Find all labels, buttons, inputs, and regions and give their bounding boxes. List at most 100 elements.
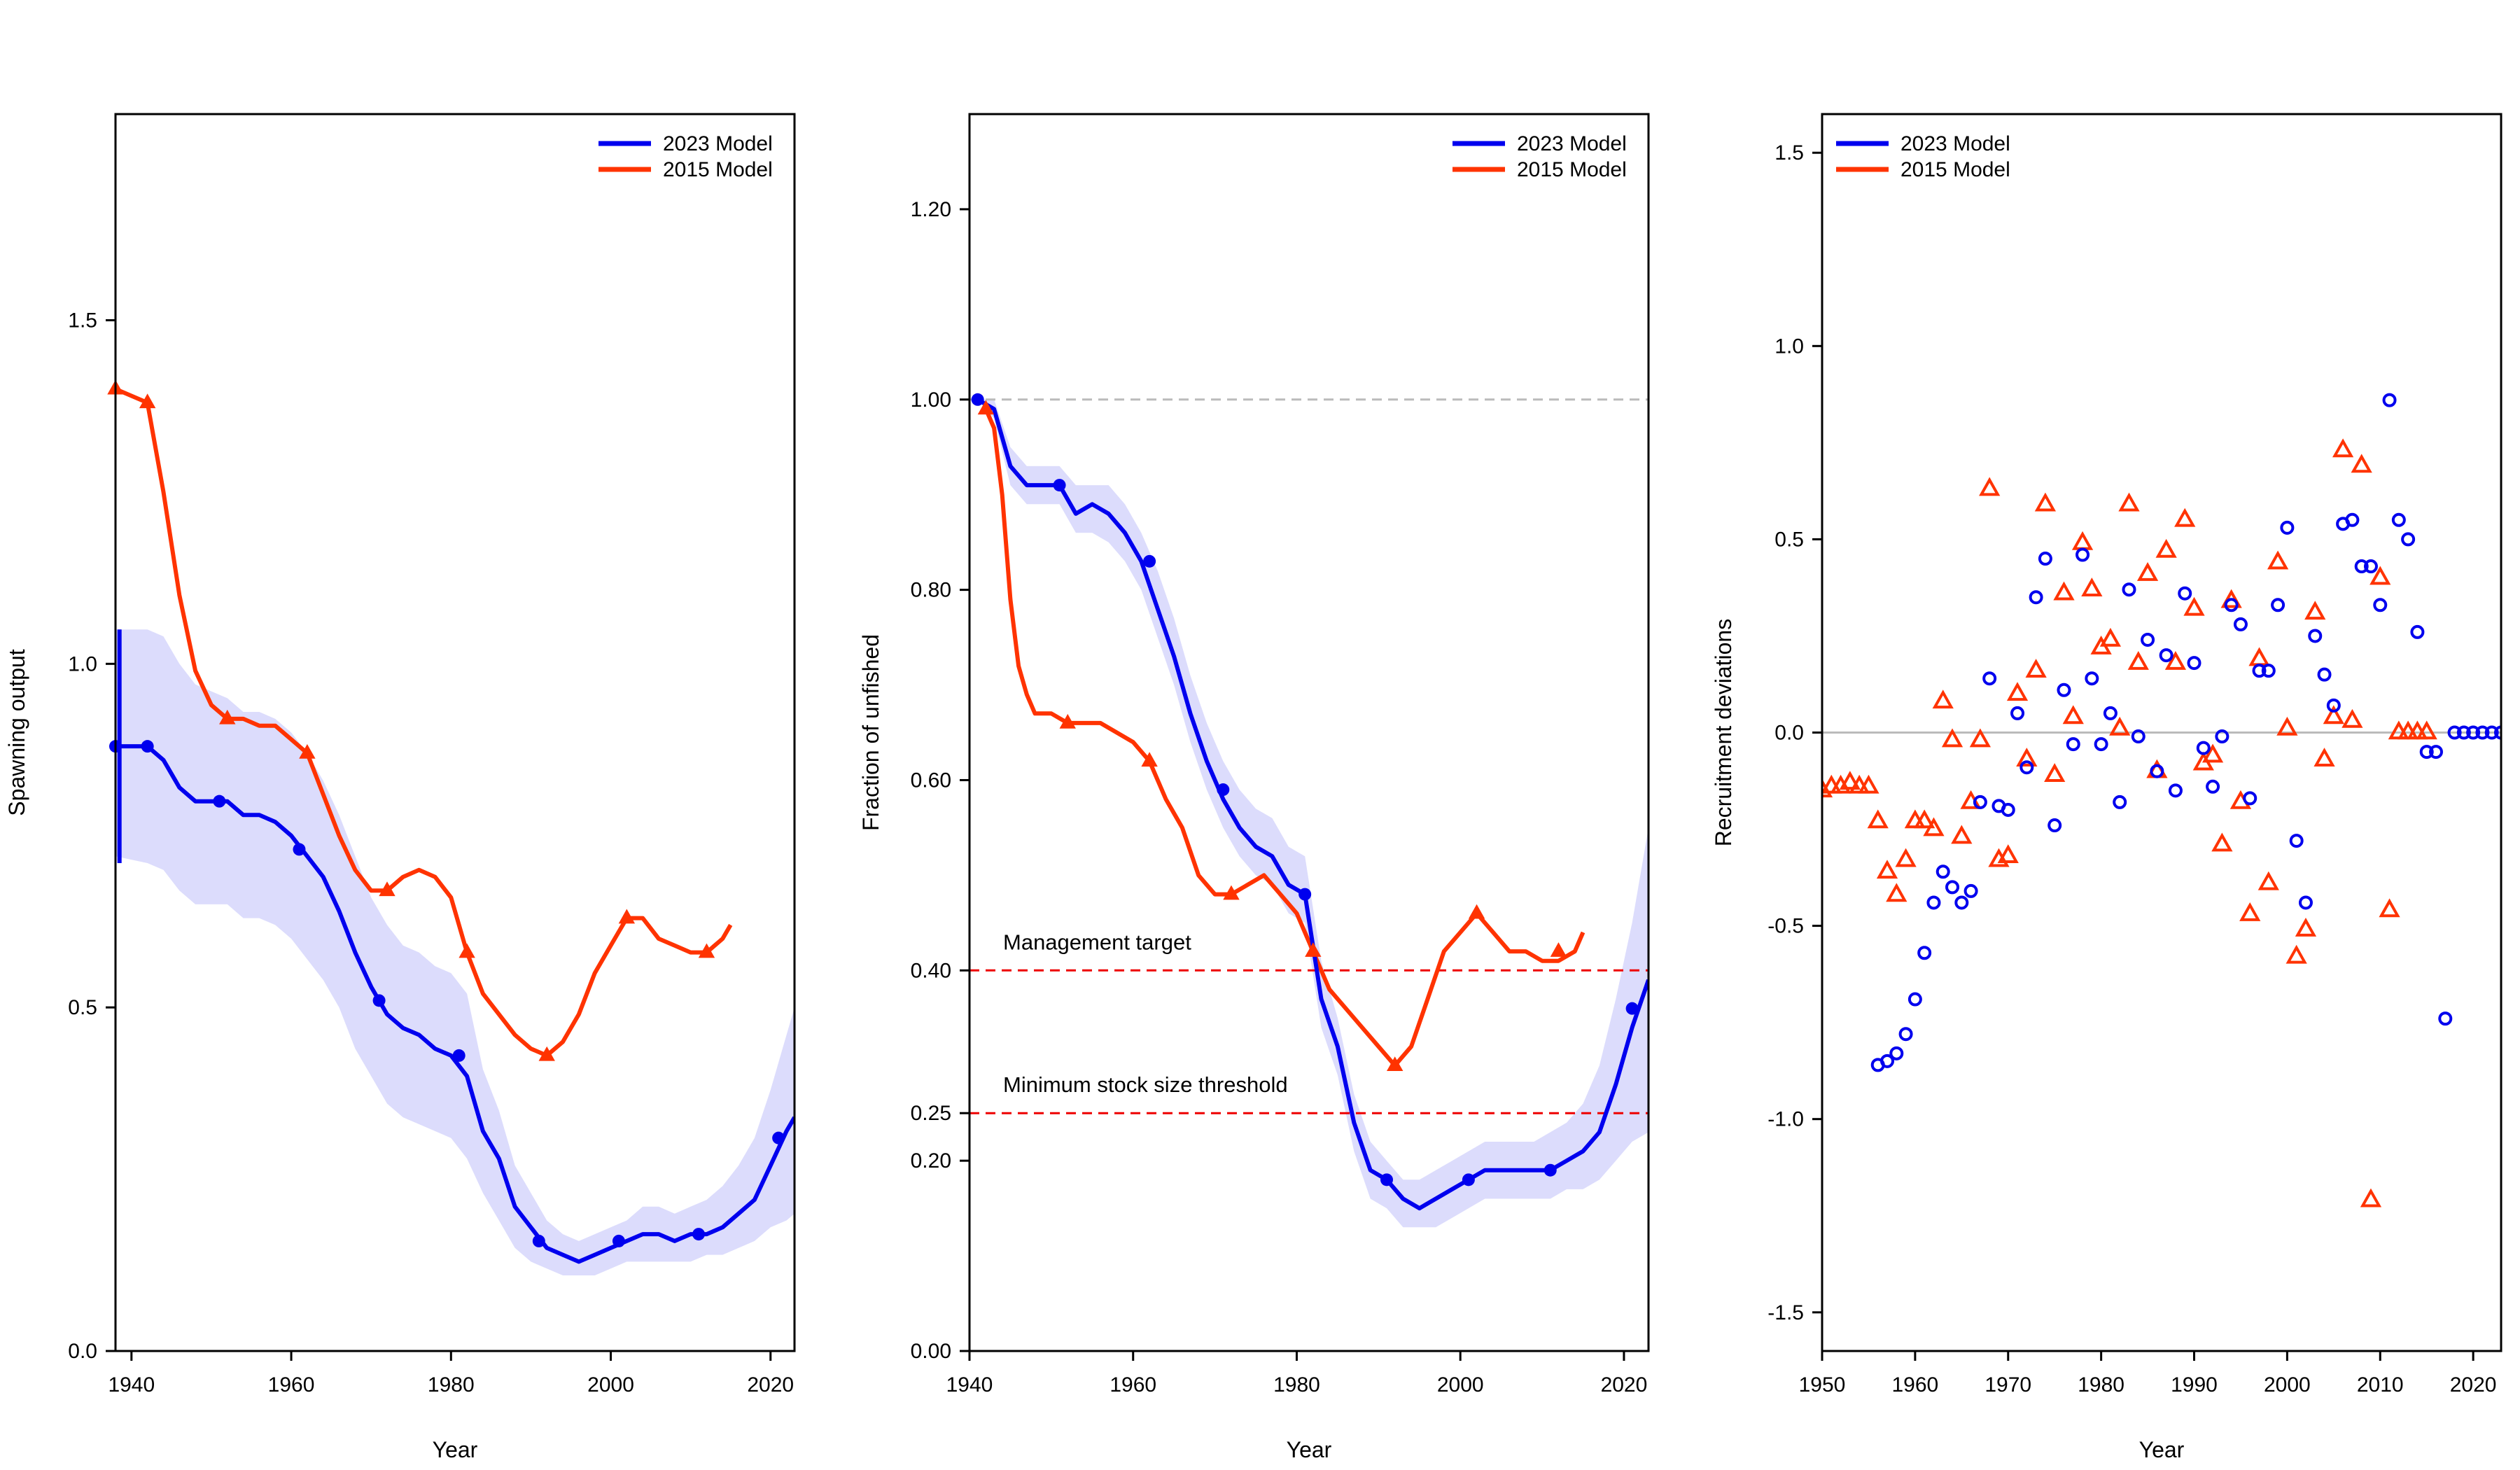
point-2023 — [1917, 946, 1932, 960]
point-2015 — [2109, 716, 2131, 736]
point-2023 — [2252, 664, 2267, 678]
point-2015 — [2016, 748, 2038, 766]
y-axis-label: Spawning output — [4, 649, 29, 816]
point-2015 — [1839, 771, 1861, 790]
marker-2023 — [971, 393, 984, 406]
marker-2023 — [1544, 1163, 1557, 1177]
point-2023 — [2466, 725, 2481, 740]
confidence-band-2023 — [977, 399, 1648, 1228]
point-2015 — [2286, 944, 2307, 964]
marker-2023 — [1298, 888, 1312, 901]
marker-2015 — [219, 709, 236, 724]
point-2023 — [2215, 729, 2230, 744]
point-2015 — [1914, 809, 1935, 829]
point-2023 — [2494, 725, 2501, 740]
x-tick-label: 1940 — [108, 1373, 155, 1396]
point-2015 — [2164, 651, 2187, 670]
point-2023 — [2373, 598, 2388, 612]
point-2015 — [2071, 531, 2094, 550]
point-2023 — [2261, 664, 2276, 678]
point-2015 — [1895, 848, 1917, 867]
point-2023 — [2410, 624, 2425, 639]
marker-2015 — [1468, 904, 1485, 919]
point-2023 — [2243, 791, 2258, 806]
point-2023 — [2401, 532, 2416, 547]
y-axis-label: Fraction of unfished — [858, 634, 883, 831]
legend-label: 2023 Model — [1517, 132, 1627, 155]
point-2015 — [2314, 748, 2335, 766]
plot-area — [115, 386, 794, 1275]
point-2015 — [2342, 708, 2363, 728]
confidence-band-2023 — [115, 629, 794, 1275]
legend-label: 2015 Model — [1517, 158, 1627, 181]
y-tick-label: 1.0 — [1774, 335, 1804, 358]
point-2015 — [2136, 562, 2159, 581]
marker-2015 — [698, 943, 715, 958]
x-tick-label: 1940 — [946, 1373, 993, 1396]
point-2015 — [2248, 647, 2270, 666]
point-2023 — [2447, 725, 2462, 740]
spawning-output-panel: 1940 1960 1980 2000 2020 0.0 0.5 1.0 1.5 Year Spaw… — [4, 113, 796, 1462]
point-2023 — [2484, 725, 2499, 740]
y-tick-label: 0.60 — [911, 769, 951, 792]
point-2023 — [2206, 779, 2220, 794]
marker-2015 — [379, 881, 396, 897]
plot-area — [969, 398, 1648, 1228]
x-tick-label: 1950 — [1799, 1373, 1846, 1396]
point-2015 — [1886, 883, 1907, 902]
point-2015 — [2323, 705, 2344, 724]
y-tick-label: 1.00 — [911, 388, 951, 412]
marker-2023 — [452, 1049, 465, 1062]
marker-2023 — [1380, 1173, 1394, 1186]
point-2023 — [1973, 794, 1987, 809]
point-2015 — [2360, 1188, 2382, 1208]
point-2015 — [2304, 601, 2326, 620]
marker-2023 — [692, 1228, 706, 1241]
fraction-unfished-panel: Management target Minimum stock size thre… — [858, 113, 1650, 1462]
point-2023 — [2066, 737, 2080, 752]
point-2023 — [2113, 794, 2127, 809]
marker-2023 — [213, 794, 226, 808]
point-2023 — [1935, 864, 1950, 879]
marker-2015 — [139, 393, 156, 409]
point-2015 — [2258, 871, 2279, 890]
point-2023 — [2076, 547, 2090, 562]
marker-2023 — [372, 994, 386, 1007]
point-2015 — [2370, 566, 2391, 585]
series-line-2015 — [983, 408, 1586, 1068]
point-2023 — [2122, 582, 2136, 597]
y-tick-label: 0.25 — [911, 1102, 951, 1125]
point-2023 — [2196, 741, 2211, 755]
point-2023 — [2289, 834, 2304, 848]
reference-line-label: Management target — [1003, 930, 1191, 954]
x-axis-label: Year — [2139, 1437, 2185, 1462]
point-2015 — [1876, 860, 1898, 879]
point-2015 — [2044, 763, 2066, 783]
marker-2015 — [299, 743, 316, 759]
marker-2023 — [141, 740, 154, 753]
point-2023 — [2363, 559, 2378, 574]
plot-area — [1822, 393, 2501, 1208]
point-2015 — [2276, 716, 2298, 736]
point-2023 — [2131, 729, 2146, 744]
point-2015 — [2416, 720, 2437, 740]
point-2015 — [2025, 659, 2047, 678]
point-2023 — [2159, 648, 2174, 663]
point-2023 — [2233, 617, 2248, 631]
marker-2015 — [1059, 713, 1076, 729]
y-tick-label: 0.40 — [911, 959, 951, 982]
marker-2023 — [1053, 479, 1066, 492]
x-tick-label: 1980 — [428, 1373, 475, 1396]
point-2023 — [1898, 1027, 1913, 1042]
point-2023 — [2141, 632, 2155, 647]
x-tick-label: 1990 — [2171, 1373, 2218, 1396]
marker-2015 — [1141, 752, 1158, 767]
point-2023 — [2317, 667, 2332, 682]
y-tick-label: -1.5 — [1768, 1301, 1804, 1324]
reference-line-label: Minimum stock size threshold — [1003, 1072, 1288, 1097]
point-2015 — [2295, 918, 2317, 937]
x-tick-label: 2020 — [2450, 1373, 2497, 1396]
point-2015 — [2351, 454, 2372, 473]
point-2023 — [2280, 520, 2295, 535]
